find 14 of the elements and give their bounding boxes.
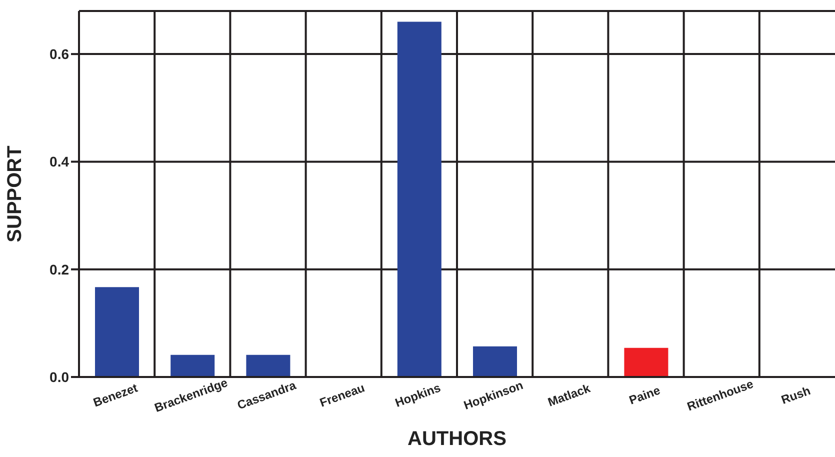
bar <box>246 354 290 377</box>
bar <box>170 354 215 377</box>
bar <box>624 348 668 377</box>
bar <box>473 346 517 377</box>
x-tick-label: Paine <box>627 383 662 408</box>
x-axis-title: AUTHORS <box>408 428 506 450</box>
y-tick-label: 0.0 <box>50 368 70 385</box>
bar <box>95 287 139 377</box>
y-tick-label: 0.4 <box>50 154 70 170</box>
y-axis-title: SUPPORT <box>4 146 26 242</box>
bar <box>397 22 442 377</box>
y-tick-label: 0.2 <box>50 261 70 278</box>
x-tick-label: Rush <box>779 384 812 407</box>
y-tick-label: 0.6 <box>50 46 70 62</box>
